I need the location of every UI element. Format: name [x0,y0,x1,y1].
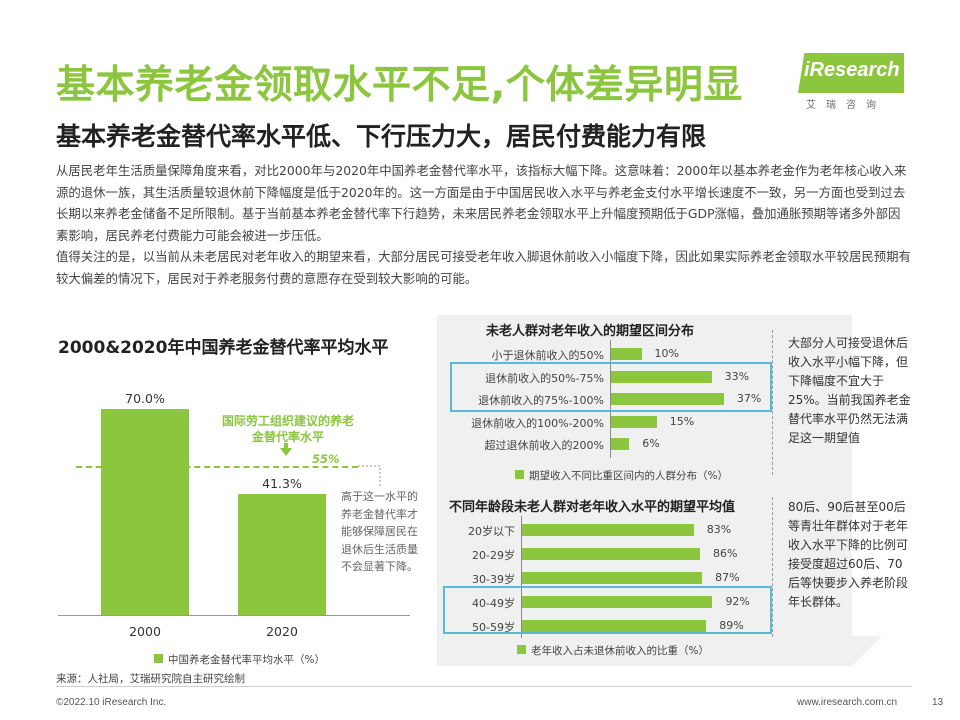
ilo-reference-line [76,466,358,468]
ilo-label: 国际劳工组织建议的养老金替代率水平 [221,414,354,444]
category-label: 退休前收入的50%-75% [485,371,604,385]
chart1-legend-label: 期望收入不同比重区间内的人群分布（%） [529,470,728,482]
category-label: 40-49岁 [472,597,515,610]
footer-website: www.iresearch.com.cn [797,697,898,708]
chart2-legend-label: 老年收入占未退休前收入的比重（%） [531,645,709,657]
footer-copyright: ©2022.10 iResearch Inc. [56,697,167,708]
footer-divider [56,686,912,687]
bar-value-label: 92% [725,595,750,608]
bar-value-label: 33% [724,369,750,383]
category-label: 退休前收入的100%-200% [471,416,604,430]
iresearch-logo: iResearch [798,53,906,98]
y-axis [521,516,522,638]
bar-value-label: 83% [706,523,732,536]
bar-value-label: 41.3% [262,475,302,491]
body-paragraph-2: 值得关注的是，以当前从未老居民对老年收入的期望来看，大部分居民可接受老年收入脚退… [56,249,911,286]
chart1-legend-swatch [515,470,524,479]
bar [522,524,694,536]
bar-value-label: 86% [713,547,738,560]
left-chart-title: 2000&2020年中国养老金替代率平均水平 [58,338,389,358]
category-label: 20岁以下 [468,525,515,538]
divider-2 [772,497,773,637]
ilo-value: 55% [312,452,340,466]
bar [611,393,724,405]
y-axis [610,340,611,458]
bar [611,415,657,428]
logo-text: iResearch [804,59,900,81]
left-chart-note: 高于这一水平的养老金替代率才能够保障居民在退休后生活质量不会显著下降。 [341,490,418,573]
bar [522,596,713,608]
bar-value-label: 10% [654,347,679,360]
page-subtitle: 基本养老金替代率水平低、下行压力大，居民付费能力有限 [56,122,707,151]
side-note-2: 80后、90后甚至00后等青壮年群体对于老年收入水平下降的比例可接受度超过60后… [788,500,909,609]
category-label: 退休前收入的75%-100% [478,394,604,407]
category-label: 2000 [129,624,161,639]
bar-value-label: 87% [715,571,740,584]
left-legend-swatch [154,654,163,663]
bar [522,548,701,560]
bar [522,572,703,584]
bar-value-label: 6% [642,437,660,450]
highlight-box-1 [450,362,772,412]
category-label: 50-59岁 [472,621,515,634]
ilo-arrow-icon [280,448,292,456]
chart2-legend-swatch [517,645,526,654]
bar-2000 [101,409,189,615]
page-title: 基本养老金领取水平不足,个体差异明显 [56,63,743,108]
logo-background [798,53,904,93]
bar-2020 [238,493,326,615]
divider-1 [772,330,773,475]
left-legend-label: 中国养老金替代率平均水平（%） [168,654,325,666]
panel-corner [852,636,882,666]
logo-subtitle: 艾瑞咨询 [806,100,886,111]
ilo-arrow-stem [284,443,288,449]
category-label: 小于退休前收入的50% [491,349,604,362]
page-number: 13 [932,697,944,708]
callout-connector [358,465,381,488]
highlight-box-2 [443,586,772,634]
x-axis [58,615,410,616]
side-note-1: 大部分人可接受退休后收入水平小幅下降，但下降幅度不宜大于25%。当前我国养老金替… [788,336,911,445]
category-label: 2020 [266,624,298,639]
bar-value-label: 70.0% [125,391,165,407]
bar [611,348,642,360]
category-label: 30-39岁 [472,573,515,586]
bar-value-label: 89% [719,619,744,632]
body-text: 从居民老年生活质量保障角度来看，对比2000年与2020年中国养老金替代率水平，… [56,160,912,289]
bar-value-label: 15% [669,414,695,428]
category-label: 超过退休前收入的200% [484,439,604,452]
source-note: 来源：人社局，艾瑞研究院自主研究绘制 [56,673,245,685]
bar [522,620,707,632]
chart1-title: 未老人群对老年收入的期望区间分布 [486,324,695,339]
bar [611,370,712,383]
chart2-title: 不同年龄段未老人群对老年收入水平的期望平均值 [449,500,736,515]
bar-value-label: 37% [736,392,762,405]
category-label: 20-29岁 [472,549,515,562]
body-paragraph-1: 从居民老年生活质量保障角度来看，对比2000年与2020年中国养老金替代率水平，… [56,163,907,243]
bar [611,438,630,450]
